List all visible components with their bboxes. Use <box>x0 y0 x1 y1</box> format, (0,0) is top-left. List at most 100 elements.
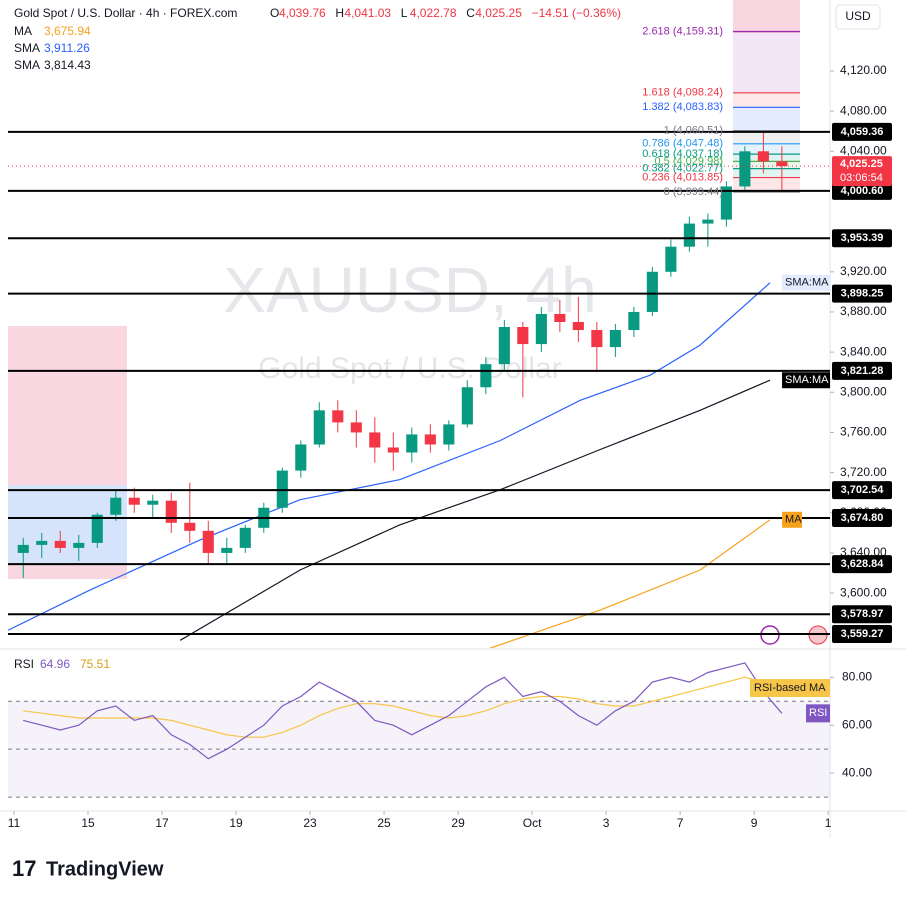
rsi-tag-label: RSI <box>809 707 827 719</box>
level-tag <box>832 229 892 248</box>
candle-body <box>295 444 307 471</box>
ohlc-key: C <box>466 6 475 20</box>
x-tick-label: 9 <box>751 816 758 830</box>
candle-body <box>628 311 640 331</box>
position-box-stop <box>8 565 127 579</box>
level-label: 3,953.39 <box>841 232 884 244</box>
indicator-tag-label: SMA:MA <box>785 374 829 386</box>
candle-body <box>702 219 714 224</box>
candle-body <box>406 434 418 453</box>
level-tag <box>832 181 892 200</box>
candle-body <box>424 434 436 445</box>
candle-body <box>517 327 529 345</box>
logo-mark: 17 <box>12 856 36 881</box>
indicator-tag-label: SMA:MA <box>785 277 829 289</box>
x-tick-label: 15 <box>81 816 95 830</box>
rsi-tag <box>806 704 830 723</box>
candle-body <box>646 271 658 312</box>
y-tick-label: 4,120.00 <box>840 63 887 77</box>
fib-label: 0.786 (4,047.48) <box>642 138 723 150</box>
fib-label: 1.618 (4,098.24) <box>642 87 723 99</box>
ohlc-value: 4,025.25 <box>475 6 522 20</box>
ohlc-key: H <box>335 6 344 20</box>
indicator-line <box>489 519 771 648</box>
indicator-value: 3,814.43 <box>44 58 91 72</box>
rsi-name: RSI <box>14 657 34 671</box>
level-tag <box>832 122 892 141</box>
indicator-name: SMA <box>14 58 40 72</box>
x-tick-label: 25 <box>377 816 391 830</box>
fib-label: 0.618 (4,037.18) <box>642 148 723 160</box>
candle-body <box>36 540 48 545</box>
watermark-subtitle: Gold Spot / U.S. Dollar <box>258 352 561 385</box>
rsi-ma-tag <box>750 679 830 698</box>
indicator-tag-label: MA <box>785 514 802 526</box>
y-tick-label: 3,920.00 <box>840 264 887 278</box>
candle-body <box>554 313 566 322</box>
level-label: 3,702.54 <box>841 484 885 496</box>
x-tick-label: 29 <box>451 816 465 830</box>
candle-body <box>128 497 140 505</box>
fib-label: 0.236 (4,013.85) <box>642 171 723 183</box>
x-tick-label: Oct <box>523 816 542 830</box>
candle-body <box>369 432 381 448</box>
chart-title: Gold Spot / U.S. Dollar · 4h · FOREX.com <box>14 6 237 20</box>
level-tag <box>832 624 892 643</box>
level-tag <box>832 605 892 624</box>
currency-button[interactable] <box>835 4 881 30</box>
currency: USD <box>845 9 871 23</box>
candle-body <box>591 330 603 348</box>
indicator-tag <box>782 511 803 528</box>
main-pane <box>8 30 830 648</box>
flag-icon[interactable] <box>808 625 828 645</box>
y-tick-label: 3,720.00 <box>840 465 887 479</box>
change: −14.51 (−0.36%) <box>532 6 621 20</box>
x-tick-label: 3 <box>603 816 610 830</box>
position-box-reward <box>8 485 127 565</box>
position-box-risk <box>8 326 127 485</box>
candle-body <box>165 500 177 523</box>
event-icon[interactable] <box>760 625 780 645</box>
candle-body <box>683 223 695 247</box>
candle-body <box>535 313 547 345</box>
level-label: 3,578.97 <box>841 608 884 620</box>
rsi-y-tick-label: 40.00 <box>842 765 872 779</box>
y-tick-label: 3,840.00 <box>840 344 887 358</box>
level-label: 3,674.80 <box>841 512 884 524</box>
y-tick-label: 4,080.00 <box>840 103 887 117</box>
overlay: Gold Spot / U.S. Dollar · 4h · FOREX.com… <box>8 6 892 830</box>
level-tag <box>832 481 892 500</box>
level-tag <box>832 508 892 527</box>
fib-label: 1.382 (4,083.83) <box>642 101 723 113</box>
y-tick-label: 3,800.00 <box>840 384 887 398</box>
last-price-tag <box>832 156 892 187</box>
rsi-value: 64.96 <box>40 657 70 671</box>
x-tick-label: 11 <box>8 816 21 830</box>
candle-body <box>17 544 29 553</box>
candle-body <box>461 387 473 425</box>
candle-body <box>609 330 621 348</box>
candle-body <box>739 151 751 187</box>
fib-label: 0.5 (4,029.98) <box>655 155 724 167</box>
y-tick-label: 3,760.00 <box>840 425 887 439</box>
candle-body <box>239 527 251 548</box>
level-label: 4,000.60 <box>841 185 884 197</box>
indicator-tag <box>782 274 831 291</box>
candle-body <box>480 364 492 388</box>
candle-body <box>776 161 788 167</box>
x-tick-label: 17 <box>155 816 169 830</box>
watermark: XAUUSD, 4h <box>223 254 596 326</box>
x-tick-label: 19 <box>229 816 243 830</box>
level-label: 3,628.84 <box>841 558 885 570</box>
x-tick-label: 1 <box>825 816 832 830</box>
rsi-y-tick-label: 60.00 <box>842 717 872 731</box>
candle-body <box>91 514 103 543</box>
level-label: 3,559.27 <box>841 628 884 640</box>
candle-body <box>147 500 159 505</box>
x-tick-label: 7 <box>677 816 684 830</box>
candle-body <box>720 186 732 220</box>
fib-zone <box>733 130 800 144</box>
countdown: 03:06:54 <box>840 172 883 184</box>
